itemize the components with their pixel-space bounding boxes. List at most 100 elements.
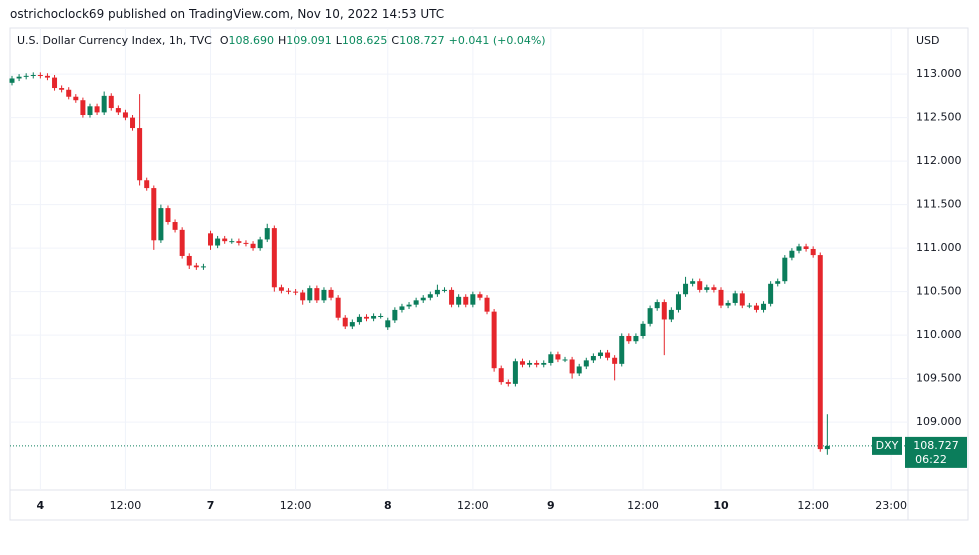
candle-body [434, 289, 440, 295]
legend-key: O [219, 34, 229, 47]
candle-body [115, 108, 121, 113]
legend-value: 108.727 [399, 34, 445, 47]
candle-body [250, 243, 256, 249]
candle-body [406, 304, 412, 307]
candles [9, 72, 830, 455]
legend-value: 108.690 [228, 34, 275, 47]
candle-body [505, 382, 511, 384]
x-tick-label: 9 [547, 499, 555, 512]
chart-frame [9, 27, 969, 521]
candle-body [732, 293, 738, 303]
candle-body [583, 360, 589, 367]
x-tick-label: 10 [713, 499, 729, 512]
candle-body [264, 228, 270, 240]
candle-body [200, 266, 206, 268]
countdown-label: 06:22 [915, 453, 947, 466]
candle-body [371, 315, 377, 319]
candle-body [612, 357, 618, 364]
candle-body [647, 308, 653, 324]
candle-body [37, 74, 43, 76]
candle-body [314, 288, 320, 301]
candle-body [278, 287, 284, 291]
legend-value: 109.091 [286, 34, 332, 47]
candle-body [534, 362, 540, 365]
candle-body [562, 359, 568, 361]
legend-key: C [391, 34, 400, 47]
candle-body [761, 303, 767, 310]
candle-body [179, 229, 185, 256]
candle-body [328, 289, 334, 298]
candle-body [711, 287, 717, 290]
candle-body [236, 241, 242, 243]
price-label: 108.727 [913, 439, 959, 452]
x-tick-label: 23:00 [875, 499, 907, 512]
candle-body [597, 352, 603, 357]
candle-body [654, 302, 660, 309]
candle-body [626, 336, 632, 342]
candle-body [725, 302, 731, 306]
candle-body [803, 246, 809, 249]
legend-value: 108.625 [341, 34, 388, 47]
candle-body [222, 238, 228, 242]
candle-body [619, 336, 625, 364]
candle-body [349, 322, 355, 327]
candle-body [590, 356, 596, 361]
candle-body [172, 222, 178, 230]
candle-body [9, 78, 15, 83]
candle-body [144, 180, 150, 189]
candle-body [704, 287, 710, 290]
candle-body [512, 361, 518, 384]
y-tick-label: 112.000 [916, 154, 962, 167]
candle-body [73, 96, 79, 101]
candle-body [186, 255, 192, 266]
candle-body [555, 354, 561, 360]
y-tick-label: 111.500 [916, 198, 962, 211]
candle-body [399, 306, 405, 310]
y-tick-label: 113.000 [916, 67, 962, 80]
candle-body [640, 323, 646, 336]
candle-body [378, 315, 384, 317]
candle-body [782, 257, 788, 282]
candle-body [130, 117, 136, 129]
candle-body [271, 228, 277, 288]
candle-body [441, 289, 447, 291]
y-tick-label: 109.000 [916, 415, 962, 428]
candle-body [690, 281, 696, 284]
publish-header: ostrichoclock69 published on TradingView… [10, 7, 445, 21]
y-axis-label: USD [916, 34, 940, 47]
legend-change: +0.041 (+0.04%) [448, 34, 546, 47]
candle-body [52, 77, 58, 89]
candle-body [215, 238, 221, 246]
candle-body [59, 88, 65, 90]
candle-body [94, 106, 100, 113]
candle-body [427, 294, 433, 298]
candle-body [420, 297, 426, 301]
candle-body [746, 305, 752, 307]
y-tick-label: 112.500 [916, 111, 962, 124]
x-tick-label: 12:00 [457, 499, 489, 512]
candle-body [137, 128, 143, 181]
candle-body [484, 297, 490, 312]
candle-body [257, 239, 263, 249]
candle-body [668, 309, 674, 320]
candle-body [392, 309, 398, 321]
candle-body [569, 359, 575, 374]
candle-body [108, 95, 114, 109]
candle-body [718, 289, 724, 306]
candle-body [527, 362, 533, 365]
candle-body [675, 294, 681, 310]
candle-body [151, 188, 157, 241]
legend: U.S. Dollar Currency Index, 1h, TVC O108.… [17, 34, 550, 47]
candle-body [633, 336, 639, 342]
x-tick-label: 12:00 [110, 499, 142, 512]
candle-body [477, 294, 483, 298]
candle-body [491, 311, 497, 369]
candle-body [449, 289, 455, 305]
candle-body [739, 293, 745, 306]
candle-body [498, 368, 504, 383]
candle-body [775, 281, 781, 284]
ticker-box [872, 436, 902, 455]
y-tick-label: 110.500 [916, 285, 962, 298]
x-tick-label: 7 [207, 499, 215, 512]
